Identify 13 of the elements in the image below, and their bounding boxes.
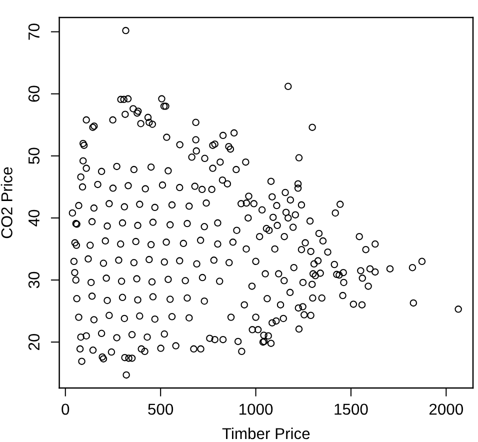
x-tick-label: 500 xyxy=(148,404,174,415)
x-axis-title: Timber Price xyxy=(222,428,310,440)
y-tick-label: 40 xyxy=(28,210,40,226)
y-tick-label: 70 xyxy=(28,24,40,40)
y-axis-title: CO2 Price xyxy=(0,167,12,238)
x-tick-label: 0 xyxy=(62,404,70,415)
x-tick-label: 1000 xyxy=(240,404,273,415)
y-tick-label: 30 xyxy=(28,272,40,288)
y-tick-label: 50 xyxy=(28,148,40,164)
y-tick-label: 60 xyxy=(28,86,40,102)
x-tick-label: 2000 xyxy=(429,404,463,415)
x-tick-label: 1500 xyxy=(334,404,368,415)
y-tick-label: 20 xyxy=(28,334,40,350)
